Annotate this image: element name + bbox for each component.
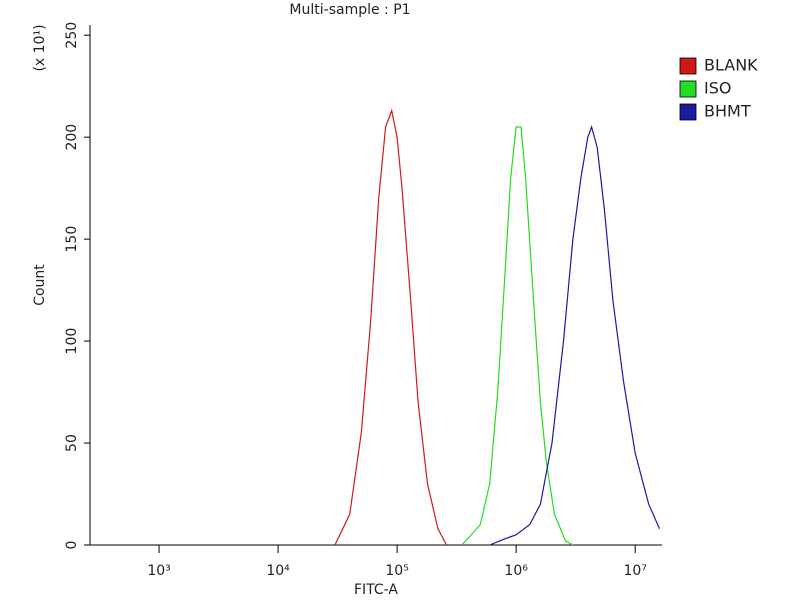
x-tick-label: 10³	[147, 563, 170, 579]
y-axis-label: Count	[32, 264, 48, 306]
y-tick-label: 200	[64, 124, 80, 151]
x-tick-label: 10⁷	[623, 563, 646, 579]
chart-title: Multi-sample : P1	[289, 2, 410, 18]
legend-swatch	[679, 103, 697, 121]
x-tick-label: 10⁵	[385, 563, 408, 579]
legend-swatch	[679, 80, 697, 98]
x-tick-label: 10⁴	[266, 563, 290, 579]
y-multiplier: (x 10¹)	[32, 24, 48, 71]
series-line	[489, 125, 661, 546]
series-line	[461, 126, 574, 546]
y-tick-label: 250	[64, 22, 80, 49]
legend-label: BLANK	[704, 56, 758, 75]
y-tick-label: 100	[64, 328, 80, 355]
y-tick-label: 0	[64, 541, 80, 550]
legend-label: ISO	[704, 79, 731, 98]
series-line	[334, 108, 448, 546]
legend-label: BHMT	[704, 102, 751, 121]
y-tick-label: 150	[64, 226, 80, 253]
x-tick-label: 10⁶	[504, 563, 528, 579]
legend-swatch	[679, 57, 697, 75]
x-axis-label: FITC-A	[354, 582, 398, 598]
y-tick-label: 50	[64, 434, 80, 452]
